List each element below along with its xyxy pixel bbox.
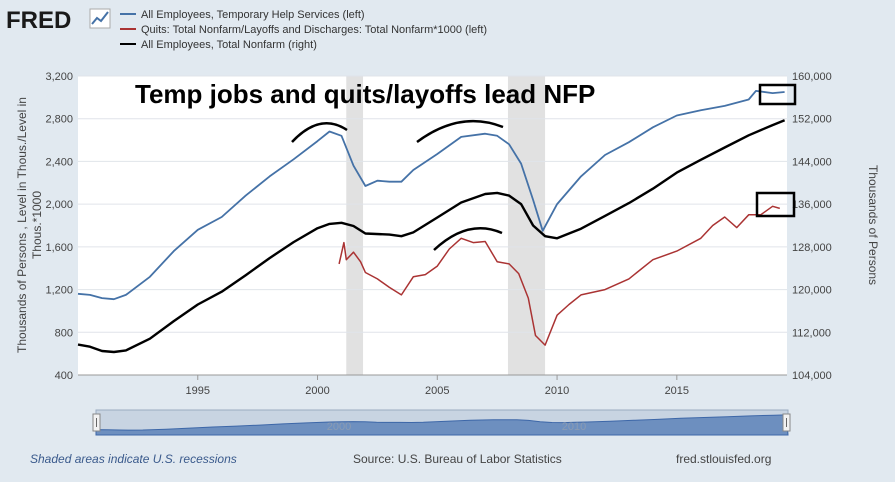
series-line-0 (77, 90, 785, 301)
series-line-2 (77, 119, 786, 354)
x-axis: 1995 2000 2005 2010 2015 (78, 374, 787, 397)
left-tick-label-4: 2,000 (45, 199, 73, 211)
x-tick-label-2: 2005 (425, 385, 449, 397)
navigator-label-2010: 2010 (562, 421, 586, 433)
annotation-arc-2006-peak (416, 119, 504, 144)
chart-legend: All Employees, Temporary Help Services (… (120, 9, 487, 51)
right-tick-label-2: 120,000 (792, 285, 832, 297)
left-tick-label-1: 800 (55, 327, 73, 339)
fred-logo-text: FRED (6, 7, 71, 34)
recession-bands (346, 76, 546, 375)
right-tick-label-5: 144,000 (792, 156, 832, 168)
navigator-label-2000: 2000 (327, 421, 351, 433)
plot-area (78, 76, 787, 375)
right-axis-title: Thousands of Persons (866, 165, 880, 285)
range-navigator[interactable]: 2000 2010 (92, 409, 791, 436)
source-text: Source: U.S. Bureau of Labor Statistics (353, 452, 562, 466)
annotation-arc-2000-peak (291, 122, 348, 143)
left-axis-title-line1: Thousands of Persons , Level in Thous./L… (15, 97, 29, 353)
legend-label-2: All Employees, Total Nonfarm (right) (141, 39, 317, 51)
right-tick-label-4: 136,000 (792, 199, 832, 211)
left-tick-label-2: 1,200 (45, 285, 73, 297)
right-tick-label-1: 112,000 (792, 327, 831, 339)
right-tick-label-3: 128,000 (792, 242, 832, 254)
annotation-box-quits-recent (755, 191, 796, 218)
x-tick-label-1: 2000 (305, 385, 329, 397)
left-tick-label-7: 3,200 (45, 71, 73, 83)
fred-logo-graph-line (91, 11, 109, 25)
series-lines (77, 90, 786, 354)
annotation-arcs (291, 83, 797, 251)
right-tick-label-6: 152,000 (792, 114, 832, 126)
series-line-1 (338, 205, 781, 346)
recession-note-link[interactable]: Shaded areas indicate U.S. recessions (30, 452, 237, 466)
recession-band-1 (507, 76, 546, 375)
left-tick-label-3: 1,600 (45, 242, 73, 254)
x-tick-label-4: 2015 (665, 385, 689, 397)
right-tick-label-0: 104,000 (792, 370, 832, 382)
left-axis: 400 800 1,200 1,600 2,000 2,400 2,800 3,200 (45, 71, 73, 382)
site-link[interactable]: fred.stlouisfed.org (676, 452, 772, 466)
x-tick-label-3: 2010 (545, 385, 569, 397)
left-tick-label-6: 2,800 (45, 114, 73, 126)
right-axis: 104,000 112,000 120,000 128,000 136,000 144,0… (792, 71, 832, 382)
fred-logo-graph-icon (89, 8, 111, 29)
navigator-overview-area (95, 414, 789, 436)
right-tick-label-7: 160,000 (792, 71, 832, 83)
annotation-arc-quits-peak (433, 226, 503, 251)
x-tick-label-0: 1995 (186, 385, 210, 397)
legend-label-1: Quits: Total Nonfarm/Layoffs and Dischar… (141, 24, 487, 36)
annotation-box-temp-recent (758, 83, 797, 106)
left-tick-label-5: 2,400 (45, 156, 73, 168)
left-axis-title-line2: Thous.*1000 (30, 191, 44, 259)
fred-logo[interactable]: FRED (6, 7, 111, 34)
chart-title: Temp jobs and quits/layoffs lead NFP (135, 79, 595, 109)
legend-label-0: All Employees, Temporary Help Services (… (141, 9, 365, 21)
left-tick-label-0: 400 (55, 370, 73, 382)
